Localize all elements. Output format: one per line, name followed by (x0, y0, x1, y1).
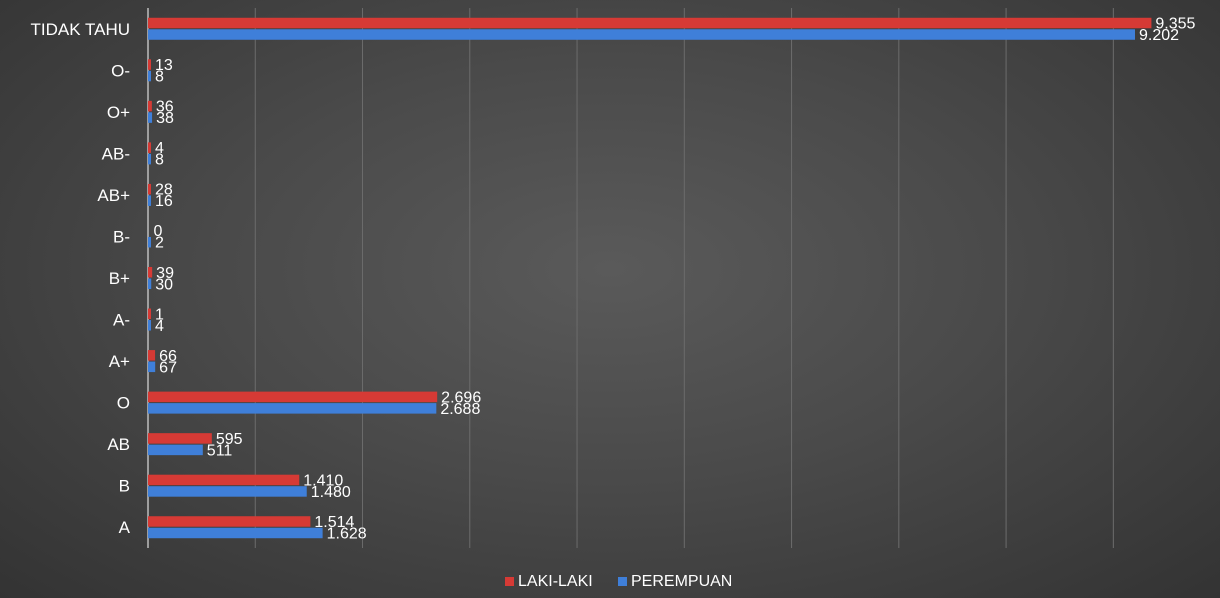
category-label: AB+ (97, 186, 130, 205)
value-label: 66 (159, 348, 177, 365)
gridlines (254, 8, 1114, 548)
bar-perempuan (148, 70, 151, 82)
bar-perempuan (148, 29, 1136, 40)
bar-perempuan (148, 486, 307, 497)
category-label: TIDAK TAHU (31, 20, 131, 39)
value-label: 28 (155, 182, 173, 199)
value-label: 2.696 (441, 389, 481, 406)
category-label: A+ (109, 352, 130, 371)
value-label: 1 (155, 306, 164, 323)
category-label: AB (107, 435, 130, 454)
bar-laki-laki (148, 474, 300, 486)
legend-label: PEREMPUAN (631, 573, 732, 590)
value-label: 1.410 (303, 472, 343, 489)
value-label: 8 (155, 152, 164, 169)
value-label: 67 (159, 359, 177, 376)
bar-laki-laki (148, 391, 438, 403)
legend-label: LAKI-LAKI (518, 573, 593, 590)
value-label: 30 (155, 276, 173, 293)
value-label: 0 (154, 223, 163, 240)
value-label: 1.480 (311, 484, 351, 501)
bar-perempuan (148, 320, 151, 331)
bar-perempuan (148, 444, 203, 456)
bar-perempuan (148, 195, 151, 206)
category-label: B- (113, 227, 130, 246)
value-label: 8 (155, 69, 164, 86)
value-label: 16 (155, 193, 173, 210)
bar-perempuan (148, 236, 151, 248)
value-label: 36 (156, 99, 174, 116)
value-label: 39 (156, 265, 174, 282)
bar-perempuan (148, 278, 152, 289)
value-label: 4 (155, 140, 164, 157)
category-label: A- (113, 311, 130, 330)
bar-laki-laki (148, 308, 151, 320)
bar-laki-laki (148, 142, 151, 153)
bar-perempuan (148, 527, 323, 539)
bar-laki-laki (148, 183, 152, 195)
value-label: 13 (155, 57, 173, 74)
value-label: 4 (155, 318, 164, 335)
bars-group (148, 17, 1152, 539)
value-label: 38 (156, 110, 174, 127)
bar-perempuan (148, 403, 437, 414)
bar-laki-laki (148, 100, 152, 112)
bar-laki-laki (148, 17, 1152, 29)
category-label: B+ (109, 269, 130, 288)
bar-laki-laki (148, 267, 153, 278)
value-label: 9.202 (1139, 27, 1179, 44)
bar-laki-laki (148, 350, 156, 361)
bar-laki-laki (148, 59, 151, 70)
bar-perempuan (148, 112, 153, 123)
legend: LAKI-LAKI PEREMPUAN (505, 573, 732, 590)
value-label: 9.355 (1155, 16, 1195, 33)
category-label: A (119, 518, 131, 537)
value-label: 2 (155, 235, 164, 252)
legend-swatch (618, 577, 627, 586)
value-label: 1.514 (314, 514, 354, 531)
category-label: AB- (102, 144, 130, 163)
category-label: O- (111, 61, 130, 80)
bar-laki-laki (148, 433, 212, 444)
value-label: 595 (216, 431, 243, 448)
category-label: O (117, 394, 130, 413)
value-label: 2.688 (440, 401, 480, 418)
category-label: O+ (107, 103, 130, 122)
value-label: 1.628 (327, 525, 367, 542)
bar-perempuan (148, 153, 151, 165)
value-label: 511 (207, 442, 233, 459)
category-label: B (119, 477, 130, 496)
bar-laki-laki (148, 516, 311, 527)
bar-perempuan (148, 361, 156, 373)
legend-swatch (505, 577, 514, 586)
